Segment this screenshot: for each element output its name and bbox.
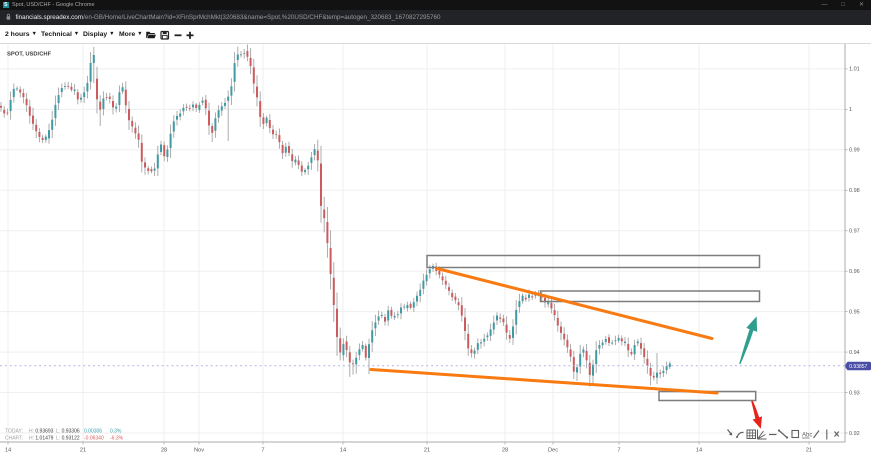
svg-text:28: 28 [502,448,508,454]
svg-text:0.99: 0.99 [849,148,860,154]
svg-text:28: 28 [161,448,167,454]
svg-text:0.00306: 0.00306 [84,429,102,435]
svg-text:21: 21 [806,448,812,454]
svg-text:0.98: 0.98 [849,188,860,194]
svg-text:H: 0.93693: H: 0.93693 [29,429,54,435]
svg-text:Abc: Abc [802,433,812,439]
svg-text:7: 7 [617,448,620,454]
svg-text:-0.06340: -0.06340 [84,436,104,442]
svg-text:L: 0.93306: L: 0.93306 [56,429,80,435]
svg-text:0.93: 0.93 [849,390,860,396]
svg-text:Dec: Dec [548,448,558,454]
svg-text:0.97: 0.97 [849,229,860,235]
svg-text:0.95: 0.95 [849,309,860,315]
svg-text:21: 21 [424,448,430,454]
svg-text:0.96: 0.96 [849,269,860,275]
svg-text:1.01: 1.01 [849,67,860,73]
svg-text:14: 14 [340,448,346,454]
svg-text:0.92: 0.92 [849,431,860,437]
svg-text:7: 7 [261,448,264,454]
svg-text:21: 21 [80,448,86,454]
svg-text:CHART:: CHART: [5,436,23,442]
svg-text:0.3%: 0.3% [110,429,122,435]
svg-text:14: 14 [696,448,702,454]
svg-text:Nov: Nov [194,448,204,454]
svg-text:TODAY:: TODAY: [5,429,23,435]
svg-text:0.93857: 0.93857 [849,364,867,370]
svg-text:SPOT, USD/CHF: SPOT, USD/CHF [7,52,52,58]
svg-text:14: 14 [5,448,11,454]
svg-text:-6.3%: -6.3% [110,436,124,442]
svg-text:H: 1.01479: H: 1.01479 [29,436,54,442]
svg-text:0.94: 0.94 [849,350,860,356]
svg-text:L: 0.93122: L: 0.93122 [56,436,80,442]
svg-text:1: 1 [849,107,852,113]
